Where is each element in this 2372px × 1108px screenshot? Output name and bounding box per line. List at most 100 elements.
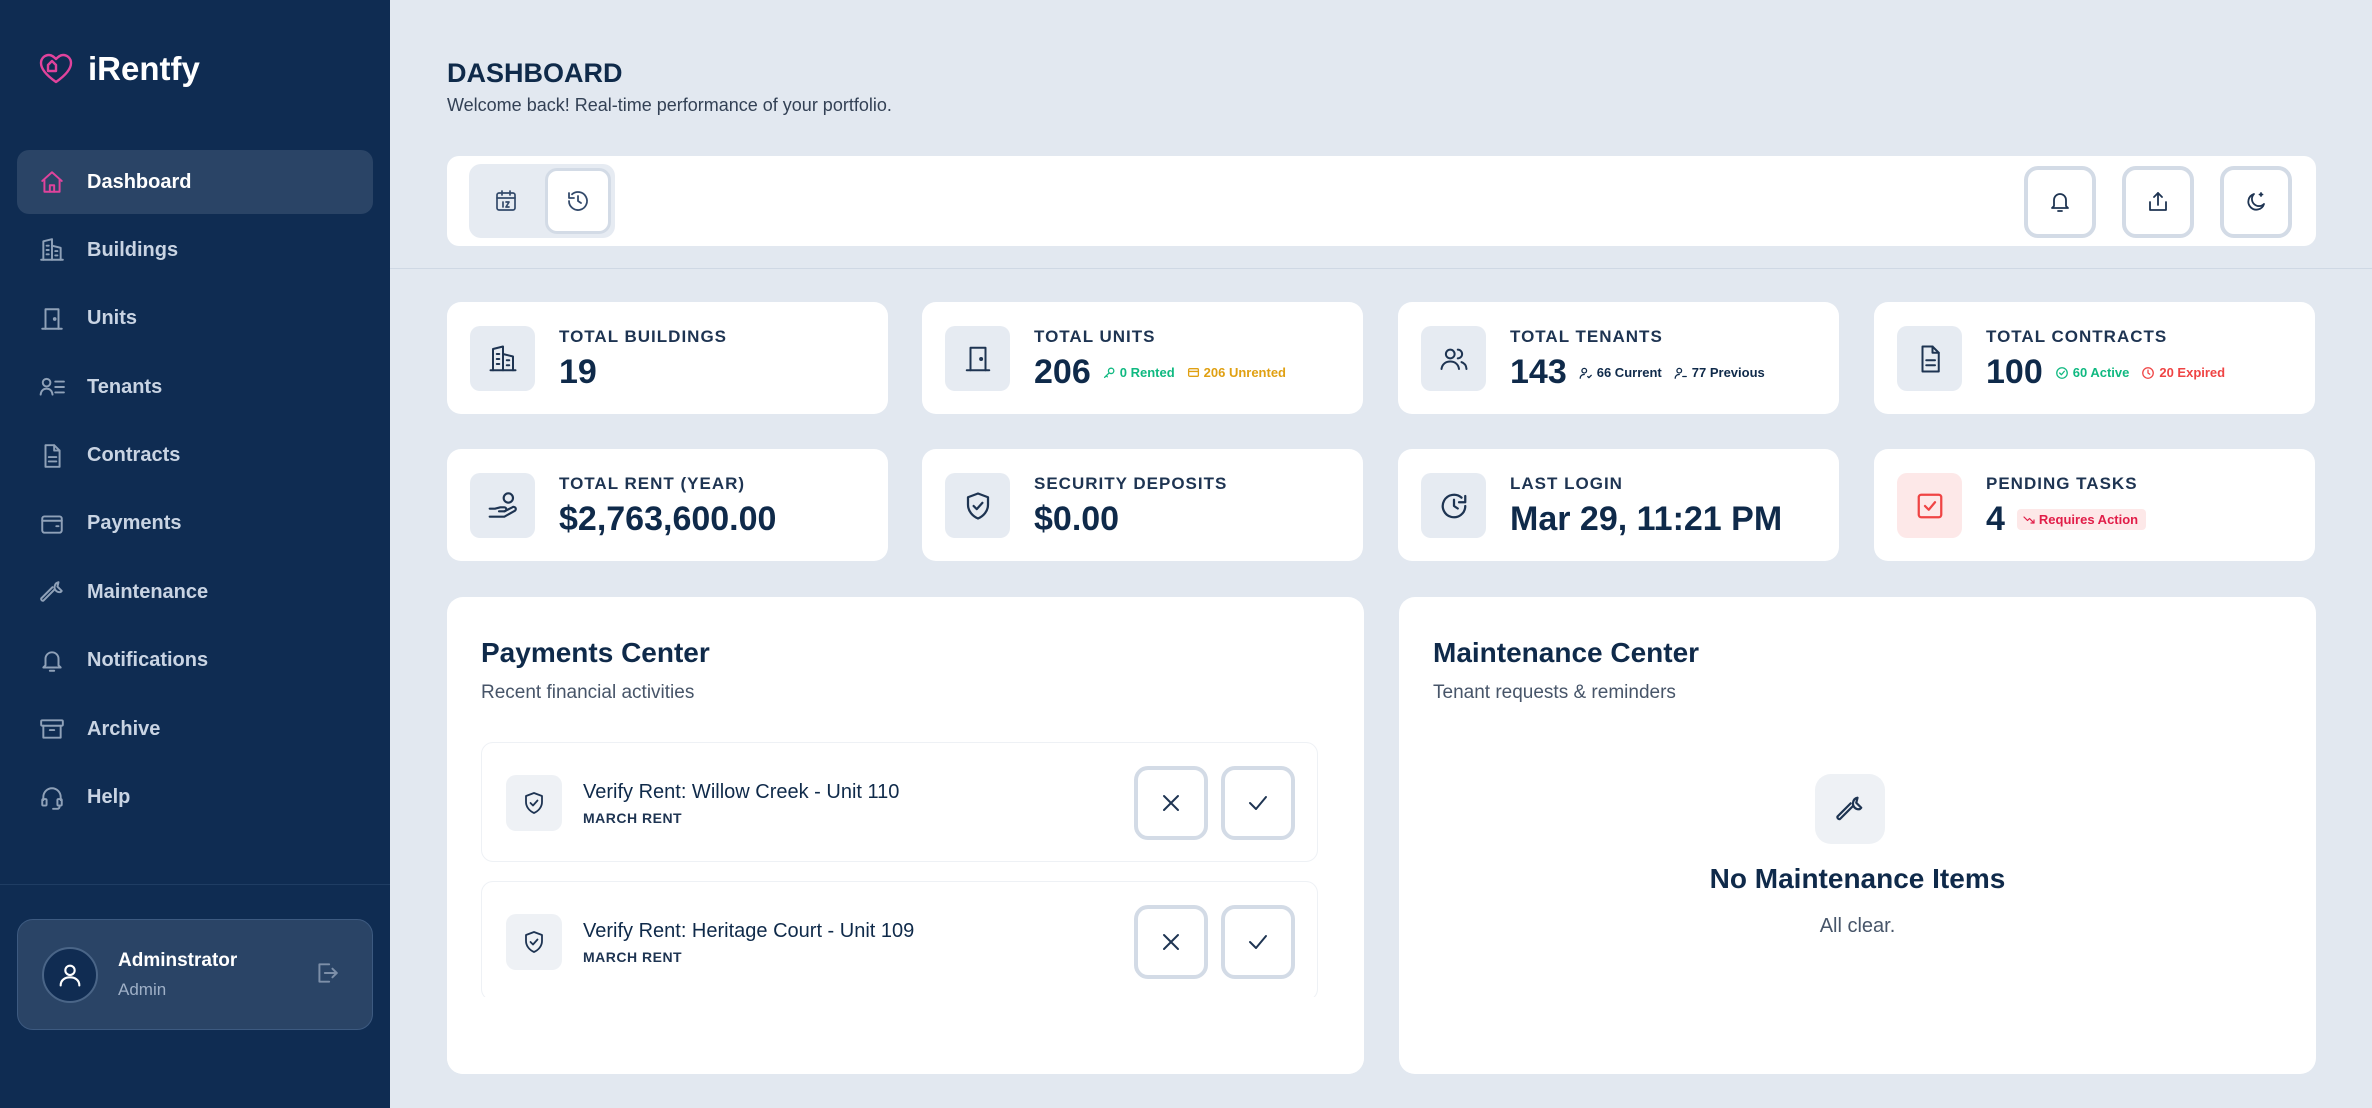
users-icon [1421,326,1486,391]
notifications-button[interactable] [2024,166,2096,238]
sidebar-item-label: Units [87,307,137,330]
sidebar-item-maintenance[interactable]: Maintenance [17,560,373,624]
sidebar-item-label: Tenants [87,375,163,398]
sidebar-item-dashboard[interactable]: Dashboard [17,150,373,214]
check-circle-icon [2055,366,2068,379]
stat-label: PENDING TASKS [1986,474,2138,493]
active-contracts-count: 60 Active [2072,365,2130,380]
user-card[interactable]: Adminstrator Admin [17,919,373,1030]
list-item[interactable]: Verify Rent: Heritage Court - Unit 109 M… [481,881,1318,1001]
close-icon [1159,930,1183,954]
theme-toggle-button[interactable] [2220,166,2292,238]
brand[interactable]: iRentfy [38,50,200,88]
stat-card-buildings[interactable]: TOTAL BUILDINGS 19 [447,302,888,414]
sidebar-item-payments[interactable]: Payments [17,492,373,556]
previous-tenants-count: 77 Previous [1691,365,1765,380]
trend-down-icon [2023,515,2035,524]
current-tenants-chip: 66 Current [1579,365,1662,380]
stat-card-pending-tasks[interactable]: PENDING TASKS 4 Requires Action [1874,449,2315,561]
sidebar-divider [0,884,390,885]
history-view-button[interactable] [545,168,611,234]
sidebar-item-label: Maintenance [87,580,209,603]
user-role: Admin [118,979,167,999]
payment-title: Verify Rent: Heritage Court - Unit 109 [583,920,915,942]
buildings-icon [470,326,535,391]
app-name: iRentfy [88,50,200,87]
stat-card-contracts[interactable]: TOTAL CONTRACTS 100 60 Active 20 Expired [1874,302,2315,414]
calendar-view-button[interactable] [473,168,539,234]
stat-value: Mar 29, 11:21 PM [1510,500,1783,538]
door-icon [945,326,1010,391]
check-icon [1246,930,1270,954]
sidebar-item-contracts[interactable]: Contracts [17,424,373,488]
checkbox-icon [1897,473,1962,538]
sidebar-item-label: Archive [87,717,161,740]
approve-button[interactable] [1221,905,1295,979]
sidebar-item-units[interactable]: Units [17,287,373,351]
active-contracts-chip: 60 Active [2055,365,2130,380]
reject-button[interactable] [1134,766,1208,840]
user-icon [59,964,81,987]
stat-card-units[interactable]: TOTAL UNITS 206 0 Rented 206 Unrented [922,302,1363,414]
panel-title: Payments Center [481,637,710,668]
home-icon [39,169,65,195]
wrench-icon [39,579,65,605]
stat-card-tenants[interactable]: TOTAL TENANTS 143 66 Current 77 Previous [1398,302,1839,414]
sidebar-item-label: Dashboard [87,170,192,193]
stat-card-deposits[interactable]: SECURITY DEPOSITS $0.00 [922,449,1363,561]
requires-action-badge: Requires Action [2016,509,2147,530]
list-item[interactable]: Verify Rent: Willow Creek - Unit 110 MAR… [481,742,1318,862]
stat-value: 143 [1510,353,1567,391]
history-icon [566,189,590,213]
sidebar-item-buildings[interactable]: Buildings [17,218,373,282]
panel-title: Maintenance Center [1433,637,1700,668]
door-icon [39,306,65,332]
expired-contracts-count: 20 Expired [2159,365,2226,380]
check-icon [1246,791,1270,815]
archive-icon [39,716,65,742]
rented-chip: 0 Rented [1103,365,1175,380]
headset-icon [39,785,65,811]
toolbar [447,156,2316,246]
shield-check-icon [506,775,562,831]
user-name: Adminstrator [118,949,238,971]
empty-state-subtitle: All clear. [1819,915,1896,937]
sidebar-item-help[interactable]: Help [17,766,373,830]
refresh-clock-icon [1421,473,1486,538]
sidebar-item-tenants[interactable]: Tenants [17,355,373,419]
stat-card-last-login[interactable]: LAST LOGIN Mar 29, 11:21 PM [1398,449,1839,561]
toolbar-divider [390,268,2372,269]
stat-value: 19 [559,353,597,391]
requires-action-label: Requires Action [2038,512,2139,527]
sidebar-item-notifications[interactable]: Notifications [17,629,373,693]
stat-label: TOTAL RENT (YEAR) [559,474,746,493]
moon-icon [2244,190,2268,214]
approve-button[interactable] [1221,766,1295,840]
share-button[interactable] [2122,166,2194,238]
user-check-icon [1579,367,1592,379]
wrench-icon [1815,774,1885,844]
stat-value: 4 [1986,500,2005,538]
page-title: DASHBOARD [447,58,623,88]
sidebar-item-label: Help [87,786,131,809]
stat-card-rent[interactable]: TOTAL RENT (YEAR) $2,763,600.00 [447,449,888,561]
stat-label: TOTAL CONTRACTS [1986,327,2168,346]
panel-subtitle: Tenant requests & reminders [1433,682,1676,703]
tenants-icon [39,374,65,400]
sidebar-item-label: Payments [87,512,182,535]
calendar-icon [494,189,518,213]
sidebar-item-label: Contracts [87,444,181,467]
empty-state-title: No Maintenance Items [1709,863,2006,894]
reject-button[interactable] [1134,905,1208,979]
expired-contracts-chip: 20 Expired [2141,365,2225,380]
sidebar-item-archive[interactable]: Archive [17,697,373,761]
stat-value: 206 [1034,353,1091,391]
stat-label: TOTAL TENANTS [1510,327,1663,346]
list-scroll-mask [447,997,1364,1074]
logout-icon[interactable] [314,960,340,986]
logo-icon [38,53,74,85]
shield-check-icon [945,473,1010,538]
sidebar: iRentfy Dashboard Buildings Units Tenant… [0,0,390,1108]
share-icon [2146,190,2170,214]
current-tenants-count: 66 Current [1596,365,1662,380]
